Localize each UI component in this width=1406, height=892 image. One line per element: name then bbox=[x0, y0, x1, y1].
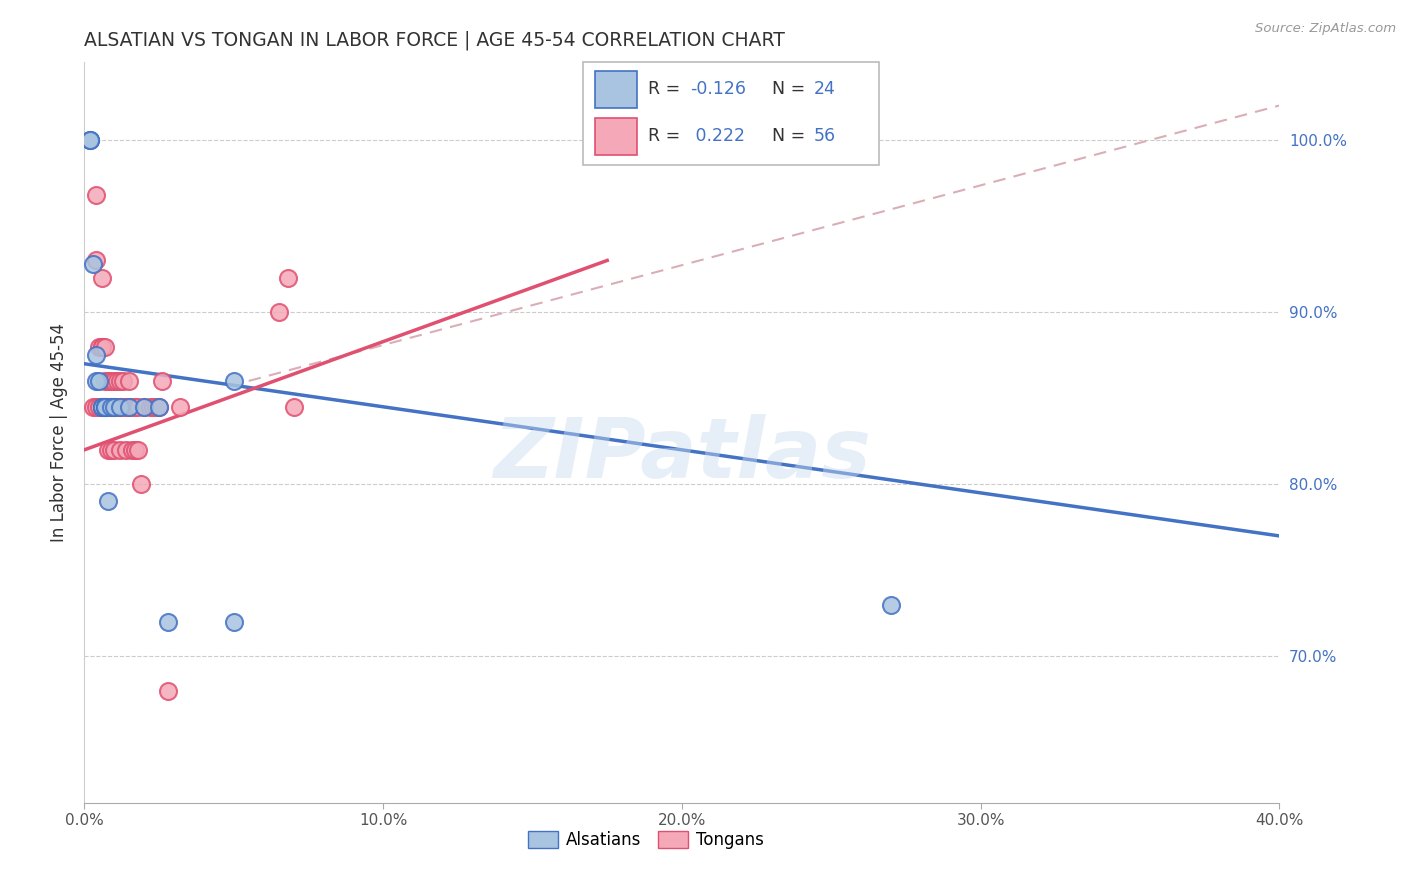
Point bbox=[132, 400, 156, 414]
Point bbox=[91, 400, 114, 414]
Point bbox=[91, 400, 114, 414]
Point bbox=[115, 442, 138, 457]
Point bbox=[94, 339, 117, 353]
Point bbox=[267, 305, 290, 319]
Point bbox=[97, 442, 120, 457]
Point bbox=[132, 400, 156, 414]
Point bbox=[157, 684, 180, 698]
Point bbox=[105, 400, 128, 414]
Point bbox=[124, 400, 146, 414]
Point bbox=[169, 400, 191, 414]
Point bbox=[115, 400, 138, 414]
Point bbox=[157, 615, 180, 629]
Point bbox=[110, 442, 132, 457]
Point bbox=[283, 400, 305, 414]
FancyBboxPatch shape bbox=[595, 118, 637, 155]
Text: N =: N = bbox=[761, 80, 810, 98]
Point bbox=[222, 374, 245, 388]
Text: 0.222: 0.222 bbox=[690, 128, 745, 145]
Point bbox=[103, 374, 125, 388]
Point bbox=[103, 400, 125, 414]
Y-axis label: In Labor Force | Age 45-54: In Labor Force | Age 45-54 bbox=[49, 323, 67, 542]
Point bbox=[82, 257, 104, 271]
Point bbox=[103, 400, 125, 414]
Point bbox=[105, 374, 128, 388]
Point bbox=[89, 400, 111, 414]
Point bbox=[91, 270, 114, 285]
Point bbox=[110, 400, 132, 414]
Point bbox=[127, 400, 149, 414]
Point bbox=[112, 400, 135, 414]
Point bbox=[100, 400, 122, 414]
Point bbox=[94, 400, 117, 414]
Point bbox=[103, 400, 125, 414]
Point bbox=[145, 400, 167, 414]
Text: 24: 24 bbox=[814, 80, 835, 98]
Point bbox=[880, 598, 903, 612]
Point bbox=[91, 339, 114, 353]
Point bbox=[110, 374, 132, 388]
Point bbox=[91, 400, 114, 414]
Point bbox=[139, 400, 162, 414]
Point bbox=[94, 400, 117, 414]
Text: 56: 56 bbox=[814, 128, 837, 145]
Text: N =: N = bbox=[761, 128, 810, 145]
Point bbox=[94, 374, 117, 388]
Point bbox=[115, 400, 138, 414]
Point bbox=[86, 348, 108, 362]
Point bbox=[89, 339, 111, 353]
Point bbox=[86, 253, 108, 268]
Point bbox=[100, 374, 122, 388]
FancyBboxPatch shape bbox=[583, 62, 879, 165]
Point bbox=[91, 339, 114, 353]
Point bbox=[110, 400, 132, 414]
Point bbox=[118, 374, 141, 388]
Point bbox=[91, 400, 114, 414]
Point bbox=[277, 270, 299, 285]
Point bbox=[97, 494, 120, 508]
Text: R =: R = bbox=[648, 80, 686, 98]
Point bbox=[142, 400, 165, 414]
Point bbox=[148, 400, 170, 414]
Point bbox=[97, 400, 120, 414]
Point bbox=[127, 442, 149, 457]
Text: ALSATIAN VS TONGAN IN LABOR FORCE | AGE 45-54 CORRELATION CHART: ALSATIAN VS TONGAN IN LABOR FORCE | AGE … bbox=[84, 30, 785, 50]
Point bbox=[129, 477, 152, 491]
Point bbox=[79, 133, 101, 147]
Point bbox=[118, 400, 141, 414]
Point bbox=[222, 615, 245, 629]
Point bbox=[112, 374, 135, 388]
Point bbox=[86, 374, 108, 388]
Point bbox=[103, 442, 125, 457]
Point bbox=[148, 400, 170, 414]
Point bbox=[79, 133, 101, 147]
Text: Source: ZipAtlas.com: Source: ZipAtlas.com bbox=[1256, 22, 1396, 36]
Point bbox=[121, 442, 143, 457]
Point bbox=[94, 400, 117, 414]
Point bbox=[94, 400, 117, 414]
Point bbox=[79, 133, 101, 147]
Point bbox=[121, 400, 143, 414]
Text: ZIPatlas: ZIPatlas bbox=[494, 414, 870, 495]
Legend: Alsatians, Tongans: Alsatians, Tongans bbox=[519, 822, 773, 857]
Point bbox=[103, 400, 125, 414]
Point bbox=[94, 400, 117, 414]
Point bbox=[150, 374, 173, 388]
Point bbox=[86, 400, 108, 414]
Point bbox=[82, 400, 104, 414]
Point bbox=[100, 442, 122, 457]
Point bbox=[100, 400, 122, 414]
Point bbox=[118, 400, 141, 414]
Point bbox=[86, 188, 108, 202]
Point bbox=[89, 374, 111, 388]
Text: -0.126: -0.126 bbox=[690, 80, 745, 98]
Point bbox=[100, 400, 122, 414]
Point bbox=[124, 442, 146, 457]
Point bbox=[97, 374, 120, 388]
FancyBboxPatch shape bbox=[595, 70, 637, 108]
Text: R =: R = bbox=[648, 128, 686, 145]
